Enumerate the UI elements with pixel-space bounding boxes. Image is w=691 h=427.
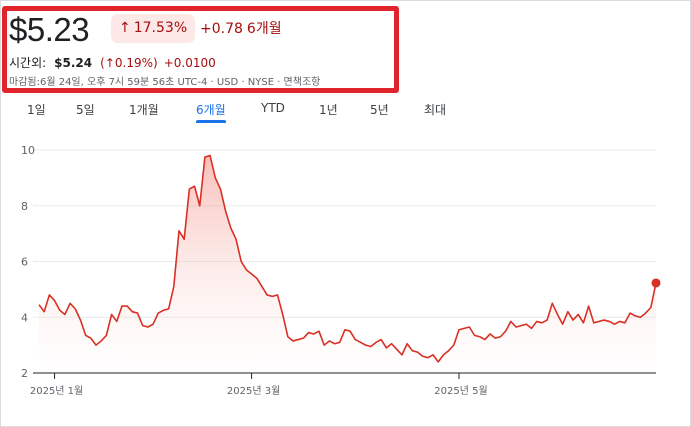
tab-ytd[interactable]: YTD [261, 101, 285, 115]
after-hours-row: 시간외: $5.24 (↑0.19%) +0.0100 [9, 54, 216, 71]
y-tick-label: 2 [21, 367, 28, 380]
arrow-up-icon: ↑ [119, 20, 131, 36]
after-hours-price: $5.24 [54, 56, 93, 70]
tab-5y[interactable]: 5년 [370, 103, 389, 117]
after-hours-label: 시간외: [9, 56, 47, 70]
last-price-point [651, 278, 661, 288]
market-status-meta: 마감됨:6월 24일, 오후 7시 59분 56초 UTC-4 · USD · … [9, 77, 321, 88]
absolute-change: +0.78 6개월 [200, 18, 282, 38]
tab-1d[interactable]: 1일 [27, 103, 46, 117]
y-tick-label: 4 [21, 311, 28, 324]
x-tick-label: 2025년 3월 [227, 385, 280, 397]
change-period: 6개월 [246, 21, 282, 37]
y-tick-label: 8 [21, 200, 28, 213]
percent-change-value: 17.53% [133, 20, 188, 36]
tab-6m[interactable]: 6개월 [196, 103, 226, 123]
price-line [38, 154, 657, 363]
tab-1m[interactable]: 1개월 [129, 103, 159, 117]
price-area-fill [39, 155, 656, 373]
grid-lines [33, 149, 656, 318]
after-hours-change: +0.0100 [163, 56, 216, 70]
highlight-box [2, 6, 399, 93]
current-price: $5.23 [9, 11, 90, 48]
after-hours-percent: (↑0.19%) [100, 56, 158, 70]
percent-change-badge: ↑ 17.53% [111, 14, 196, 43]
y-tick-label: 6 [21, 256, 28, 269]
x-tick-label: 2025년 5월 [434, 385, 487, 397]
y-tick-label: 10 [21, 144, 35, 157]
tab-5d[interactable]: 5일 [76, 103, 95, 117]
tab-1y[interactable]: 1년 [319, 103, 338, 117]
absolute-change-value: +0.78 [200, 21, 243, 37]
price-chart[interactable]: 2 4 6 8 10 2025년 1월 2025년 3월 2025년 5월 [0, 135, 691, 427]
y-axis-labels: 2 4 6 8 10 [21, 144, 35, 380]
range-tabs: 1일 5일 1개월 6개월 YTD 1년 5년 최대 [0, 101, 691, 125]
x-axis-labels: 2025년 1월 2025년 3월 2025년 5월 [30, 373, 488, 397]
x-tick-label: 2025년 1월 [30, 385, 83, 397]
tab-max[interactable]: 최대 [424, 103, 447, 117]
